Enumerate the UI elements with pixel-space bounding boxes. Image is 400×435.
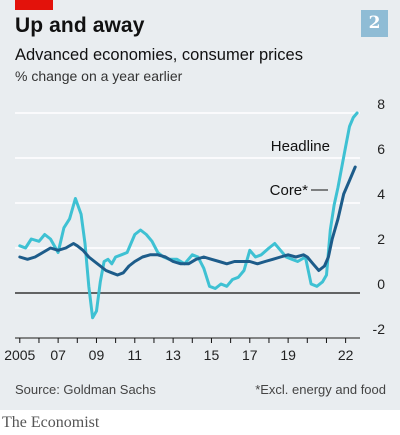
series-label-core: Core* <box>270 182 309 199</box>
x-tick-label: 07 <box>50 347 66 363</box>
x-tick-label: 11 <box>128 347 143 363</box>
series-line-core <box>18 165 357 277</box>
y-tick-label: 0 <box>377 276 385 292</box>
x-tick-label: 17 <box>242 347 258 363</box>
source-note: Source: Goldman Sachs <box>15 382 156 397</box>
footnote: *Excl. energy and food <box>255 382 386 397</box>
x-tick-label: 2005 <box>4 347 35 363</box>
line-chart: -2 0 2 4 6 8 2005 07 09 11 13 15 17 19 22 Headline Core… <box>4 96 385 363</box>
y-tick-label: 6 <box>377 141 385 157</box>
x-tick-label: 09 <box>89 347 105 363</box>
x-tick-label: 22 <box>338 347 354 363</box>
chart-title: Up and away <box>15 14 145 37</box>
x-tick-label: 15 <box>204 347 220 363</box>
series-labels: Headline Core* <box>270 138 330 199</box>
series-line-headline <box>18 111 359 320</box>
axes: -2 0 2 4 6 8 2005 07 09 11 13 15 17 19 22 <box>4 96 385 363</box>
series-lines <box>18 111 359 320</box>
series-label-headline: Headline <box>271 138 330 155</box>
chart-number-badge: 2 <box>361 10 388 37</box>
chart-subtitle: Advanced economies, consumer prices <box>15 46 303 64</box>
y-tick-label: 2 <box>377 231 385 247</box>
y-tick-label: 8 <box>377 96 385 112</box>
y-tick-label: -2 <box>373 321 386 337</box>
x-tick-label: 13 <box>165 347 181 363</box>
publisher-name: The Economist <box>2 414 100 431</box>
x-tick-label: 19 <box>280 347 296 363</box>
brand-accent-bar <box>15 0 53 10</box>
unit-label: % change on a year earlier <box>15 68 183 84</box>
y-tick-label: 4 <box>377 186 385 202</box>
